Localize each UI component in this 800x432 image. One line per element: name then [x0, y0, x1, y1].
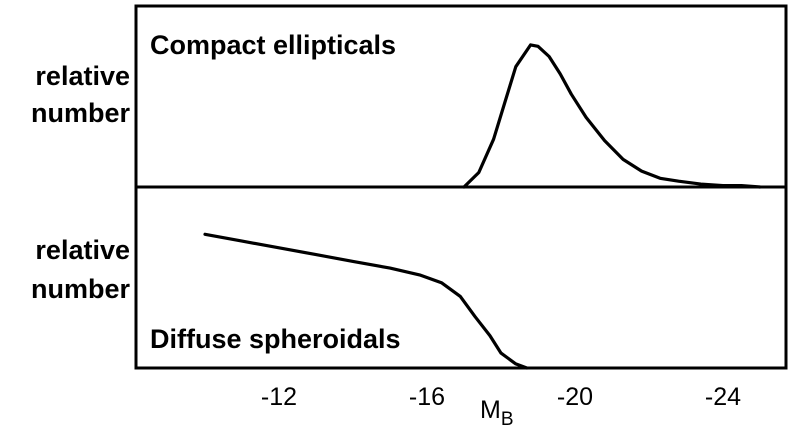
bottom-panel-title: Diffuse spheroidals: [150, 324, 401, 354]
bottom-ylabel-line2: number: [31, 274, 131, 304]
top-ylabel-line1: relative: [35, 61, 130, 91]
x-tick-label: -16: [409, 383, 445, 411]
compact-ellipticals-curve: [462, 43, 762, 189]
x-axis-label: MB: [480, 396, 514, 430]
x-tick-label: -20: [557, 383, 593, 411]
x-axis-label-subscript: B: [501, 409, 514, 430]
top-panel-title: Compact ellipticals: [150, 30, 396, 60]
top-ylabel-line2: number: [31, 98, 131, 128]
x-tick-label: -12: [261, 383, 297, 411]
x-tick-label: -24: [705, 383, 741, 411]
diffuse-spheroidals-curve: [203, 232, 529, 370]
bottom-ylabel-line1: relative: [35, 235, 130, 265]
x-axis-label-main: M: [480, 396, 501, 424]
x-tick-labels: -12 -16 -20 -24: [261, 383, 741, 411]
